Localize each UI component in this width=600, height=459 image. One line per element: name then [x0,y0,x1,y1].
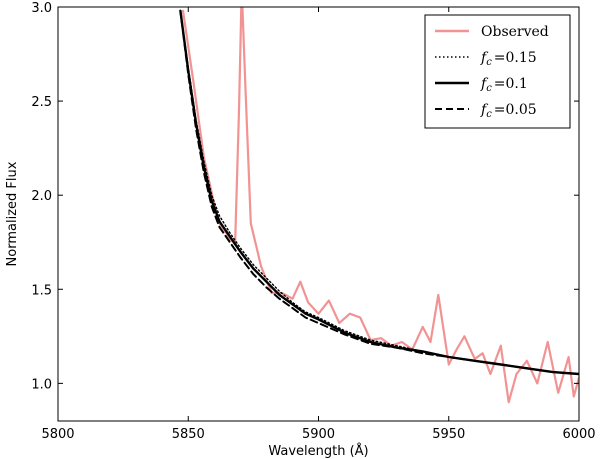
legend: Observed fc =0.15 fc =0.1 fc =0.05 [424,14,571,129]
x-tick-label: 5900 [302,427,335,442]
series-line-observed [181,7,579,404]
y-tick-label: 2.5 [31,95,52,110]
series-layer [179,7,579,404]
legend-label: Observed [481,24,549,40]
x-tick-label: 5950 [432,427,465,442]
legend-label: fc =0.05 [480,102,537,120]
series-line-fc-0-05 [179,9,579,375]
x-tick-label: 5800 [41,427,74,442]
y-tick-label: 1.0 [31,377,52,392]
legend-label: fc =0.15 [480,50,537,68]
legend-label: fc =0.1 [480,76,528,94]
x-tick-label: 6000 [562,427,595,442]
axes-layer: 5800 5850 5900 5950 6000 1.0 1.5 2.0 2.5 3.0 [31,1,595,442]
y-axis-label: Normalized Flux [5,161,20,266]
series-line-fc-0-1 [179,9,579,376]
x-axis-label: Wavelength (Å) [268,443,368,459]
x-tick-label: 5850 [172,427,205,442]
y-tick-label: 2.0 [31,189,52,204]
y-tick-label: 3.0 [31,1,52,16]
y-tick-label: 1.5 [31,283,52,298]
